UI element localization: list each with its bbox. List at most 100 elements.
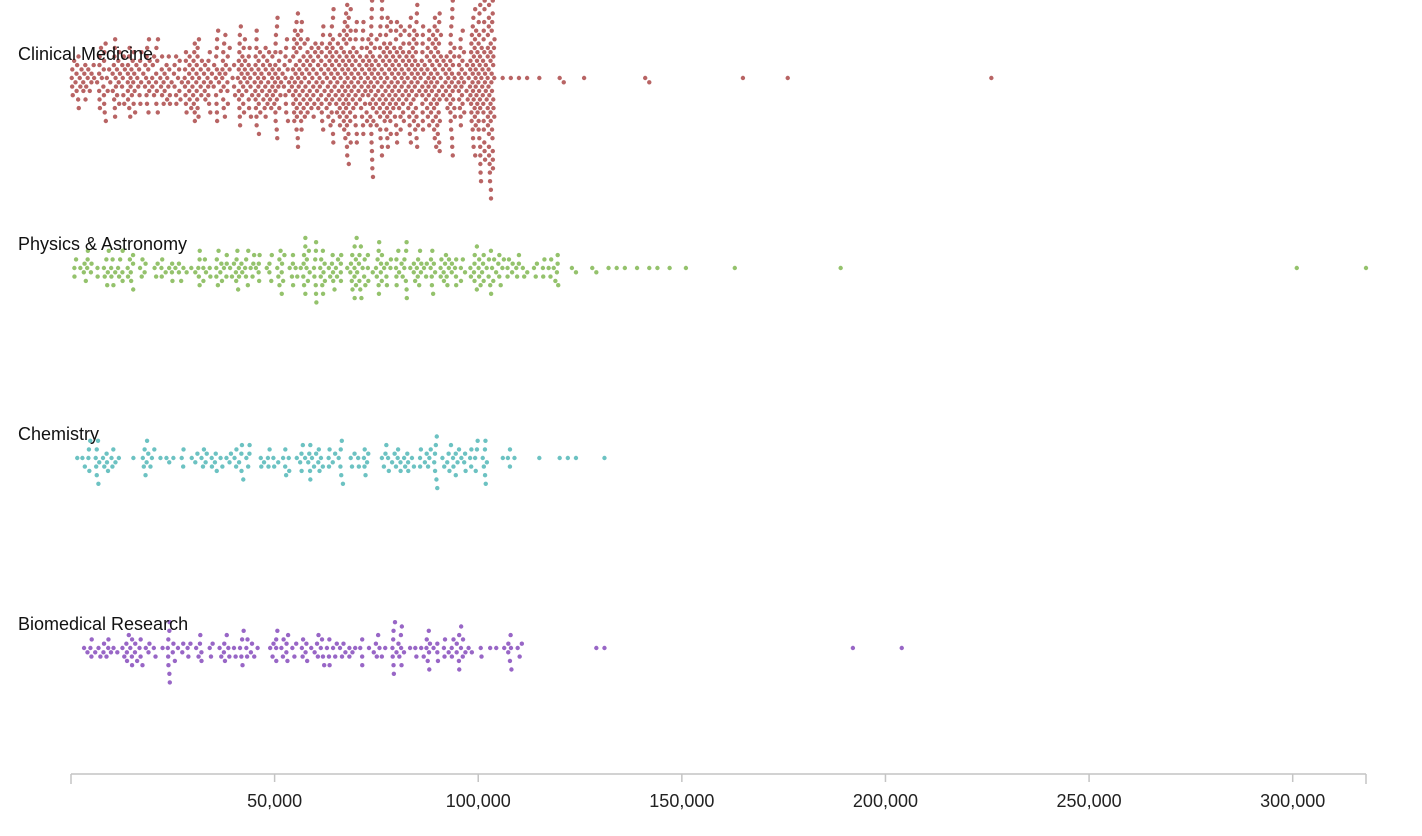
data-point [450, 15, 455, 20]
data-point [396, 97, 402, 102]
data-point [76, 105, 81, 111]
data-point [411, 270, 416, 275]
data-point [82, 71, 87, 76]
data-point [319, 637, 325, 642]
data-point [482, 80, 488, 85]
data-point [236, 274, 242, 279]
data-point [129, 67, 134, 72]
data-point [371, 84, 377, 89]
data-point [304, 93, 310, 98]
data-point [429, 88, 435, 94]
data-point [481, 101, 486, 107]
data-point [362, 80, 367, 85]
data-point [160, 257, 165, 262]
data-point [304, 257, 310, 262]
data-point [381, 41, 387, 46]
data-point [237, 645, 243, 651]
data-point [256, 270, 261, 275]
data-point [181, 265, 186, 271]
data-point [477, 105, 483, 111]
data-point [378, 24, 383, 29]
data-point [419, 67, 424, 72]
data-point [106, 645, 111, 651]
data-point [456, 632, 462, 638]
data-point [155, 110, 160, 115]
data-point [525, 270, 530, 275]
data-point [457, 54, 462, 59]
data-point [151, 54, 157, 59]
data-point [277, 105, 282, 111]
data-point [446, 650, 451, 655]
data-point [97, 105, 103, 111]
data-point [320, 464, 326, 469]
data-point [319, 110, 324, 115]
data-point [176, 270, 182, 275]
data-point [291, 110, 297, 115]
data-point [850, 645, 856, 651]
data-point [220, 75, 225, 81]
data-point [449, 24, 454, 29]
data-point [420, 84, 425, 89]
data-point [476, 257, 482, 262]
data-point [407, 32, 412, 38]
data-point [120, 75, 126, 81]
data-point [264, 265, 269, 271]
data-point [153, 80, 159, 85]
data-point [424, 105, 430, 111]
data-point [412, 67, 418, 72]
data-point [329, 24, 335, 29]
data-point [128, 84, 133, 89]
data-point [180, 464, 186, 469]
data-point [274, 637, 279, 642]
data-point [389, 80, 394, 85]
data-point [989, 75, 994, 81]
data-point [104, 75, 110, 81]
data-point [273, 62, 278, 68]
data-point [435, 28, 440, 33]
data-point [311, 464, 317, 469]
data-point [353, 123, 358, 128]
data-point [374, 37, 379, 42]
data-point [263, 67, 268, 72]
data-point [400, 274, 405, 279]
data-point [386, 84, 391, 89]
data-point [401, 41, 406, 46]
data-point [405, 451, 410, 456]
data-point [480, 93, 485, 98]
data-point [590, 265, 595, 271]
data-point [379, 67, 384, 72]
data-point [319, 41, 325, 46]
data-point [449, 270, 454, 275]
data-point [438, 32, 444, 38]
data-point [376, 291, 382, 296]
data-point [241, 110, 247, 115]
data-point [284, 641, 289, 646]
data-point [247, 451, 252, 456]
data-point [167, 628, 172, 633]
data-point [370, 166, 375, 171]
data-point [147, 641, 152, 646]
data-point [655, 265, 660, 271]
data-point [394, 50, 400, 55]
data-point [337, 645, 343, 651]
data-point [467, 455, 473, 461]
data-point [232, 455, 237, 461]
data-point [368, 50, 373, 55]
data-point [414, 41, 419, 46]
data-point [408, 265, 413, 271]
data-point [472, 278, 477, 284]
data-point [289, 84, 295, 89]
data-point [370, 105, 376, 111]
data-point [379, 153, 385, 158]
data-point [394, 140, 400, 145]
data-point [462, 71, 468, 76]
data-point [418, 270, 424, 275]
data-point [243, 274, 249, 279]
data-point [132, 71, 137, 76]
data-point [279, 645, 284, 651]
data-point [384, 24, 390, 29]
data-point [237, 50, 242, 55]
data-point [470, 127, 475, 132]
data-point [344, 32, 349, 38]
data-point [249, 93, 255, 98]
